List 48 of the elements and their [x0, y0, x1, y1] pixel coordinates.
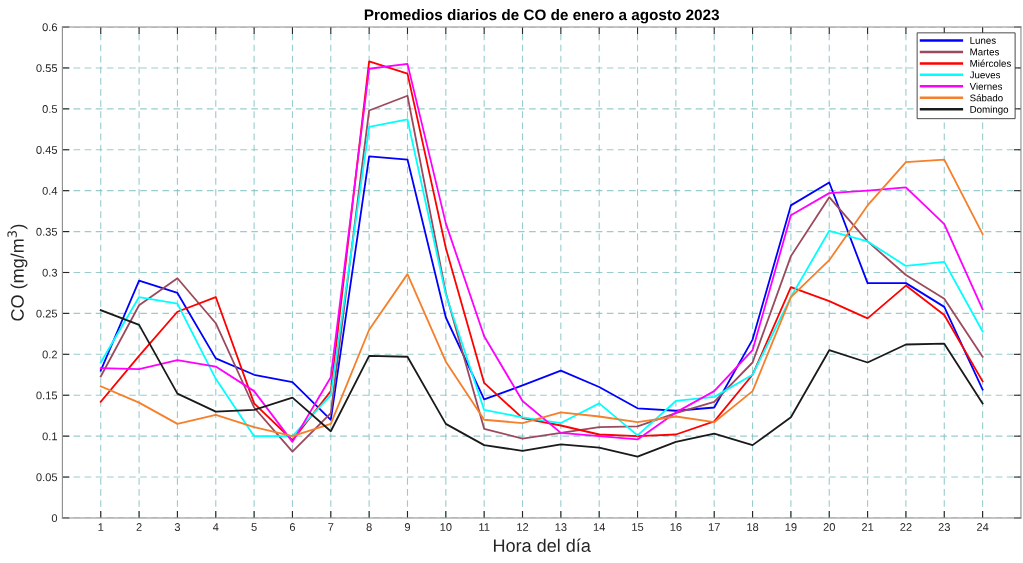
chart-title: Promedios diarios de CO de enero a agosto 2023	[364, 9, 720, 24]
legend-label: Martes	[970, 48, 999, 56]
y-tick-label: 0.05	[36, 473, 58, 482]
legend-label: Lunes	[970, 37, 996, 44]
x-tick-label: 14	[593, 523, 606, 531]
y-tick-label: 0.2	[42, 350, 57, 359]
y-tick-label: 0.5	[42, 105, 58, 113]
y-tick-label: 0.45	[36, 146, 58, 154]
x-tick-label: 22	[900, 523, 912, 531]
y-tick-label: 0.6	[42, 23, 58, 32]
x-tick-label: 5	[251, 523, 257, 531]
y-tick-label: 0.1	[42, 432, 57, 441]
y-tick-label: 0.15	[36, 391, 58, 400]
line-series	[99, 309, 984, 458]
x-tick-label: 1	[98, 523, 104, 531]
legend-label: Jueves	[969, 71, 1001, 79]
x-tick-label: 6	[289, 523, 296, 531]
x-tick-label: 13	[555, 523, 567, 531]
x-axis-title: Hora del día	[493, 538, 591, 552]
x-tick-label: 21	[861, 523, 874, 531]
x-tick-label: 19	[785, 523, 797, 531]
x-tick-label: 2	[136, 523, 142, 531]
legend-label: Miércoles	[970, 59, 1011, 67]
x-tick-label: 7	[328, 523, 334, 531]
x-tick-label: 16	[670, 523, 682, 531]
x-tick-label: 9	[404, 523, 411, 531]
x-tick-label: 24	[976, 523, 989, 531]
y-tick-label: 0.35	[36, 227, 58, 236]
x-tick-label: 3	[174, 523, 181, 531]
y-tick-label: 0.25	[36, 309, 58, 318]
x-tick-label: 4	[212, 523, 219, 531]
x-tick-label: 10	[440, 523, 452, 531]
x-tick-label: 20	[823, 523, 835, 531]
x-tick-label: 17	[708, 523, 720, 531]
x-tick-label: 12	[517, 523, 529, 531]
legend-label: Sábado	[970, 94, 1003, 102]
y-tick-label: 0.55	[36, 64, 58, 73]
legend-label: Viernes	[969, 82, 1003, 90]
x-tick-label: 8	[366, 523, 372, 531]
x-tick-label: 23	[938, 523, 950, 531]
legend-label: Domingo	[970, 105, 1009, 115]
x-tick-label: 15	[632, 523, 644, 531]
y-tick-label: 0.4	[42, 186, 58, 195]
y-tick-label: 0.3	[42, 268, 58, 277]
y-axis-title: CO (mg/m$^{3}$)	[7, 224, 28, 321]
x-tick-label: 11	[479, 523, 490, 531]
x-tick-label: 18	[747, 523, 759, 531]
y-tick-label: 0	[51, 514, 58, 523]
